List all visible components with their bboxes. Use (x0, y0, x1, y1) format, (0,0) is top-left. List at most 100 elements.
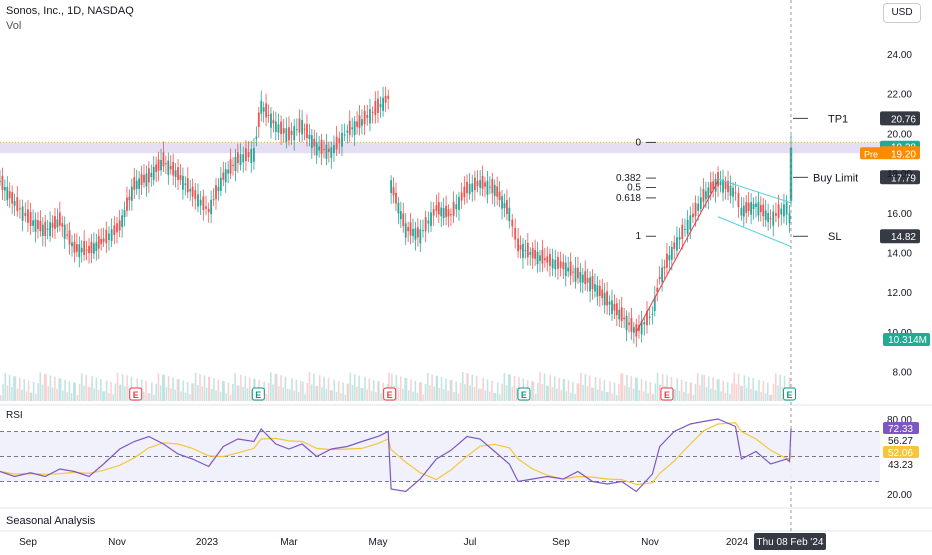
candle-body (676, 237, 678, 251)
time-tick: 2024 (726, 537, 749, 548)
volume-bar (618, 384, 620, 401)
candle-body (424, 217, 427, 232)
candle-body (270, 113, 272, 128)
candle-body (219, 177, 222, 191)
candle-body (116, 223, 118, 233)
candle-body (382, 97, 384, 111)
candle-body (422, 230, 424, 232)
volume-bar (445, 378, 447, 401)
earnings-marker (383, 387, 397, 401)
volume-bar (176, 378, 179, 401)
volume-bar (102, 391, 104, 401)
candle-body (272, 120, 275, 124)
volume-bar (696, 373, 699, 401)
candle-body (88, 245, 90, 254)
volume-bar (781, 386, 784, 401)
candle-body (333, 144, 335, 154)
candle-body (224, 169, 227, 183)
rsi-badge (883, 434, 919, 446)
volume-bar (291, 378, 293, 401)
candle-body (445, 205, 447, 218)
volume-bar (56, 388, 58, 401)
volume-bar (126, 375, 128, 401)
earnings-letter: E (387, 390, 393, 400)
level-badge-text: 17.79 (891, 173, 916, 184)
volume-bar (194, 372, 197, 401)
candle-body (210, 199, 213, 215)
volume-bar (208, 376, 211, 401)
volume-bar (39, 372, 42, 401)
volume-bar (694, 383, 697, 401)
volume-bar (83, 385, 85, 401)
volume-bar (488, 391, 491, 401)
volume-bar (716, 379, 719, 401)
volume-bar (377, 381, 380, 401)
volume-bar (654, 383, 657, 401)
candle-body (41, 224, 44, 237)
candle-body (255, 136, 258, 139)
candle-body (694, 202, 697, 217)
candle-body (282, 128, 285, 134)
volume-bar (199, 374, 201, 401)
volume-bar (405, 378, 408, 401)
time-tick: Nov (108, 537, 126, 548)
volume-bar (286, 388, 289, 401)
volume-bar (496, 382, 499, 401)
candle-body (379, 103, 382, 108)
candle-body (783, 204, 785, 217)
volume-bar (64, 379, 66, 401)
candle-body (466, 181, 468, 194)
volume-bar (2, 384, 4, 401)
volume-bar (318, 375, 321, 401)
currency-button[interactable]: USD (883, 3, 921, 23)
candle-body (232, 164, 234, 166)
candle-body (450, 214, 452, 216)
volume-bar (342, 382, 344, 401)
seasonal-analysis-link[interactable]: Seasonal Analysis (6, 515, 96, 527)
candle-body (762, 204, 765, 217)
volume-bar (11, 387, 13, 401)
candle-body (777, 204, 780, 218)
symbol-title[interactable]: Sonos, Inc., 1D, NASDAQ (6, 5, 134, 17)
volume-bar (270, 372, 272, 401)
time-tick: Nov (641, 537, 659, 548)
volume-bar (186, 381, 189, 401)
volume-bar (165, 386, 168, 401)
volume-bar (712, 377, 714, 401)
candle-body (769, 218, 772, 220)
volume-bar (638, 390, 641, 401)
candle-body (392, 187, 395, 196)
candle-body (371, 111, 374, 113)
candle-body (611, 300, 613, 314)
candle-body (534, 250, 537, 259)
candle-body (785, 202, 788, 215)
volume-bar (232, 383, 234, 401)
level-label: Buy Limit (813, 172, 858, 184)
candle-body (110, 229, 113, 241)
volume-bar (246, 388, 249, 401)
candle-body (567, 267, 570, 272)
volume-bar (453, 392, 455, 401)
volume-bar (404, 377, 406, 401)
candle-body (541, 249, 544, 264)
volume-bar (62, 390, 64, 401)
candle-body (601, 289, 604, 299)
candle-body (397, 202, 400, 214)
candle-body (1, 175, 4, 190)
volume-bar (91, 376, 93, 401)
candle-body (191, 186, 194, 197)
volume-bar (205, 387, 208, 401)
candle-body (164, 163, 167, 165)
volume-bar (325, 388, 328, 401)
rsi-badge-text: 56.27 (888, 436, 913, 447)
candle-body (531, 248, 534, 259)
volume-bar (201, 386, 204, 401)
candle-body (44, 221, 47, 237)
volume-bar (25, 391, 28, 401)
volume-bar (110, 382, 112, 401)
candle-body (684, 229, 686, 231)
volume-bar (370, 390, 373, 401)
volume-bar (215, 390, 217, 401)
